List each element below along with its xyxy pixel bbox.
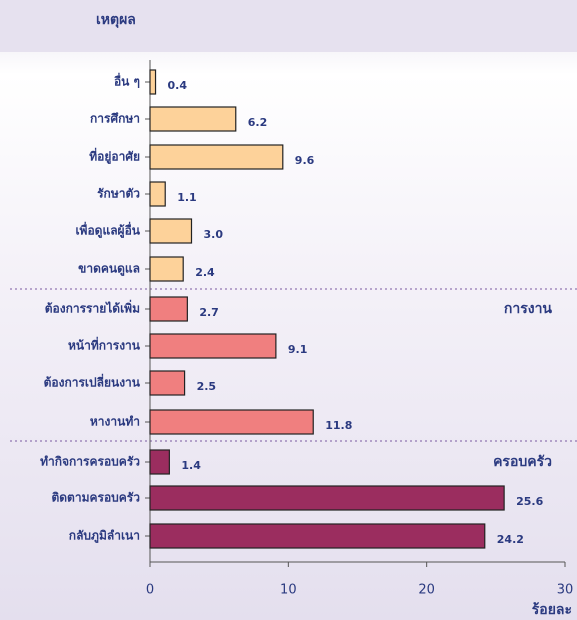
value-label: 11.8 bbox=[325, 419, 352, 432]
bar bbox=[149, 218, 193, 244]
y-tick-label: ทำกิจการครอบครัว bbox=[40, 455, 140, 469]
y-tick-label: ต้องการเปลี่ยนงาน bbox=[44, 374, 141, 390]
x-tick-label: 20 bbox=[418, 583, 435, 598]
value-label: 2.7 bbox=[199, 306, 219, 319]
y-tick-label: หางานทำ bbox=[90, 415, 140, 429]
y-tick-label: ติดตามครอบครัว bbox=[51, 491, 140, 505]
value-label: 1.4 bbox=[181, 459, 201, 472]
bar bbox=[149, 296, 188, 322]
value-label: 9.6 bbox=[295, 154, 315, 167]
bar bbox=[149, 181, 166, 207]
value-label: 2.4 bbox=[195, 266, 215, 279]
y-tick-label: เพื่อดูแลผู้อื่น bbox=[75, 222, 140, 239]
value-label: 9.1 bbox=[288, 343, 308, 356]
y-tick-label: กลับภูมิลำเนา bbox=[69, 529, 140, 544]
bar bbox=[149, 449, 170, 475]
group-label: ครอบครัว bbox=[493, 454, 552, 470]
bar bbox=[149, 485, 505, 511]
y-tick-label: ต้องการรายได้เพิ่ม bbox=[45, 300, 140, 316]
bar bbox=[149, 370, 186, 396]
group-label: การงาน bbox=[504, 301, 553, 317]
y-tick-label: อื่น ๆ bbox=[114, 73, 140, 89]
y-tick-label: ขาดคนดูแล bbox=[78, 262, 140, 277]
value-label: 25.6 bbox=[516, 495, 543, 508]
x-tick-label: 0 bbox=[146, 583, 154, 598]
value-label: 2.5 bbox=[197, 380, 217, 393]
y-tick-label: รักษาตัว bbox=[97, 187, 140, 201]
x-tick-label: 10 bbox=[280, 583, 297, 598]
value-label: 1.1 bbox=[177, 191, 197, 204]
y-tick-label: การศึกษา bbox=[90, 112, 140, 126]
bar bbox=[149, 523, 486, 549]
bar bbox=[149, 333, 277, 359]
value-label: 3.0 bbox=[204, 228, 224, 241]
header-band bbox=[0, 0, 577, 52]
bar bbox=[149, 409, 314, 435]
bar bbox=[149, 69, 157, 95]
value-label: 24.2 bbox=[497, 533, 524, 546]
bar bbox=[149, 144, 284, 170]
y-tick-label: ที่อยู่อาศัย bbox=[89, 148, 140, 165]
bar bbox=[149, 106, 237, 132]
value-label: 6.2 bbox=[248, 116, 268, 129]
y-axis-title: เหตุผล bbox=[96, 12, 136, 28]
x-tick-label: 30 bbox=[557, 583, 574, 598]
y-tick-label: หน้าที่การงาน bbox=[68, 337, 141, 353]
x-axis-title: ร้อยละ bbox=[532, 602, 572, 618]
bar bbox=[149, 256, 184, 282]
value-label: 0.4 bbox=[168, 79, 188, 92]
